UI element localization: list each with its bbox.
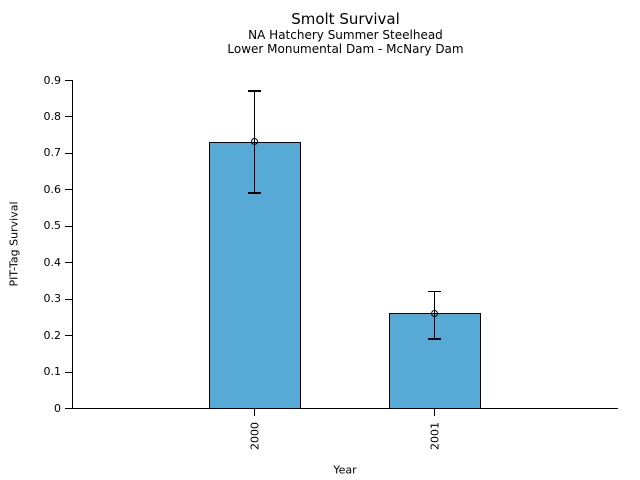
y-tick: [65, 152, 72, 154]
x-axis-label: Year: [333, 463, 357, 477]
x-axis-line: [72, 408, 618, 409]
chart-header: Smolt Survival NA Hatchery Summer Steelh…: [73, 10, 618, 56]
x-tick-label-2000: 2000: [248, 422, 261, 450]
y-tick-label: 0.2: [43, 328, 62, 342]
y-tick: [65, 371, 72, 373]
mean-marker-2001: [431, 309, 438, 317]
y-tick: [65, 335, 72, 337]
chart-subtitle-2: Lower Monumental Dam - McNary Dam: [227, 42, 464, 56]
y-axis-line: [72, 80, 73, 409]
y-axis-label: PIT-Tag Survival: [7, 201, 21, 287]
y-tick: [65, 262, 72, 264]
x-tick: [254, 409, 255, 416]
error-bar-cap-high-2001: [428, 290, 441, 293]
y-tick-label: 0.8: [43, 109, 62, 123]
y-tick: [65, 298, 72, 300]
y-tick-label: 0.6: [43, 182, 62, 196]
y-tick-label: 0.7: [43, 146, 62, 160]
y-tick-label: 0.9: [43, 73, 62, 87]
y-tick-label: 0: [54, 401, 61, 415]
y-tick: [65, 189, 72, 191]
y-tick: [65, 116, 72, 118]
y-tick-label: 0.3: [43, 292, 62, 306]
chart-title: Smolt Survival: [291, 10, 400, 28]
y-tick-label: 0.5: [43, 219, 62, 233]
mean-marker-2000: [251, 138, 258, 146]
y-tick-label: 0.1: [43, 365, 62, 379]
y-tick: [65, 80, 72, 81]
y-tick-label: 0.4: [43, 255, 62, 269]
error-bar-cap-high-2000: [248, 90, 261, 92]
error-bar-cap-low-2000: [248, 192, 261, 194]
x-tick-label-2001: 2001: [428, 422, 441, 450]
error-bar-cap-low-2001: [428, 338, 441, 340]
chart-subtitle-1: NA Hatchery Summer Steelhead: [248, 28, 443, 42]
y-tick: [65, 225, 72, 227]
x-tick: [434, 409, 435, 416]
y-tick: [65, 408, 72, 409]
